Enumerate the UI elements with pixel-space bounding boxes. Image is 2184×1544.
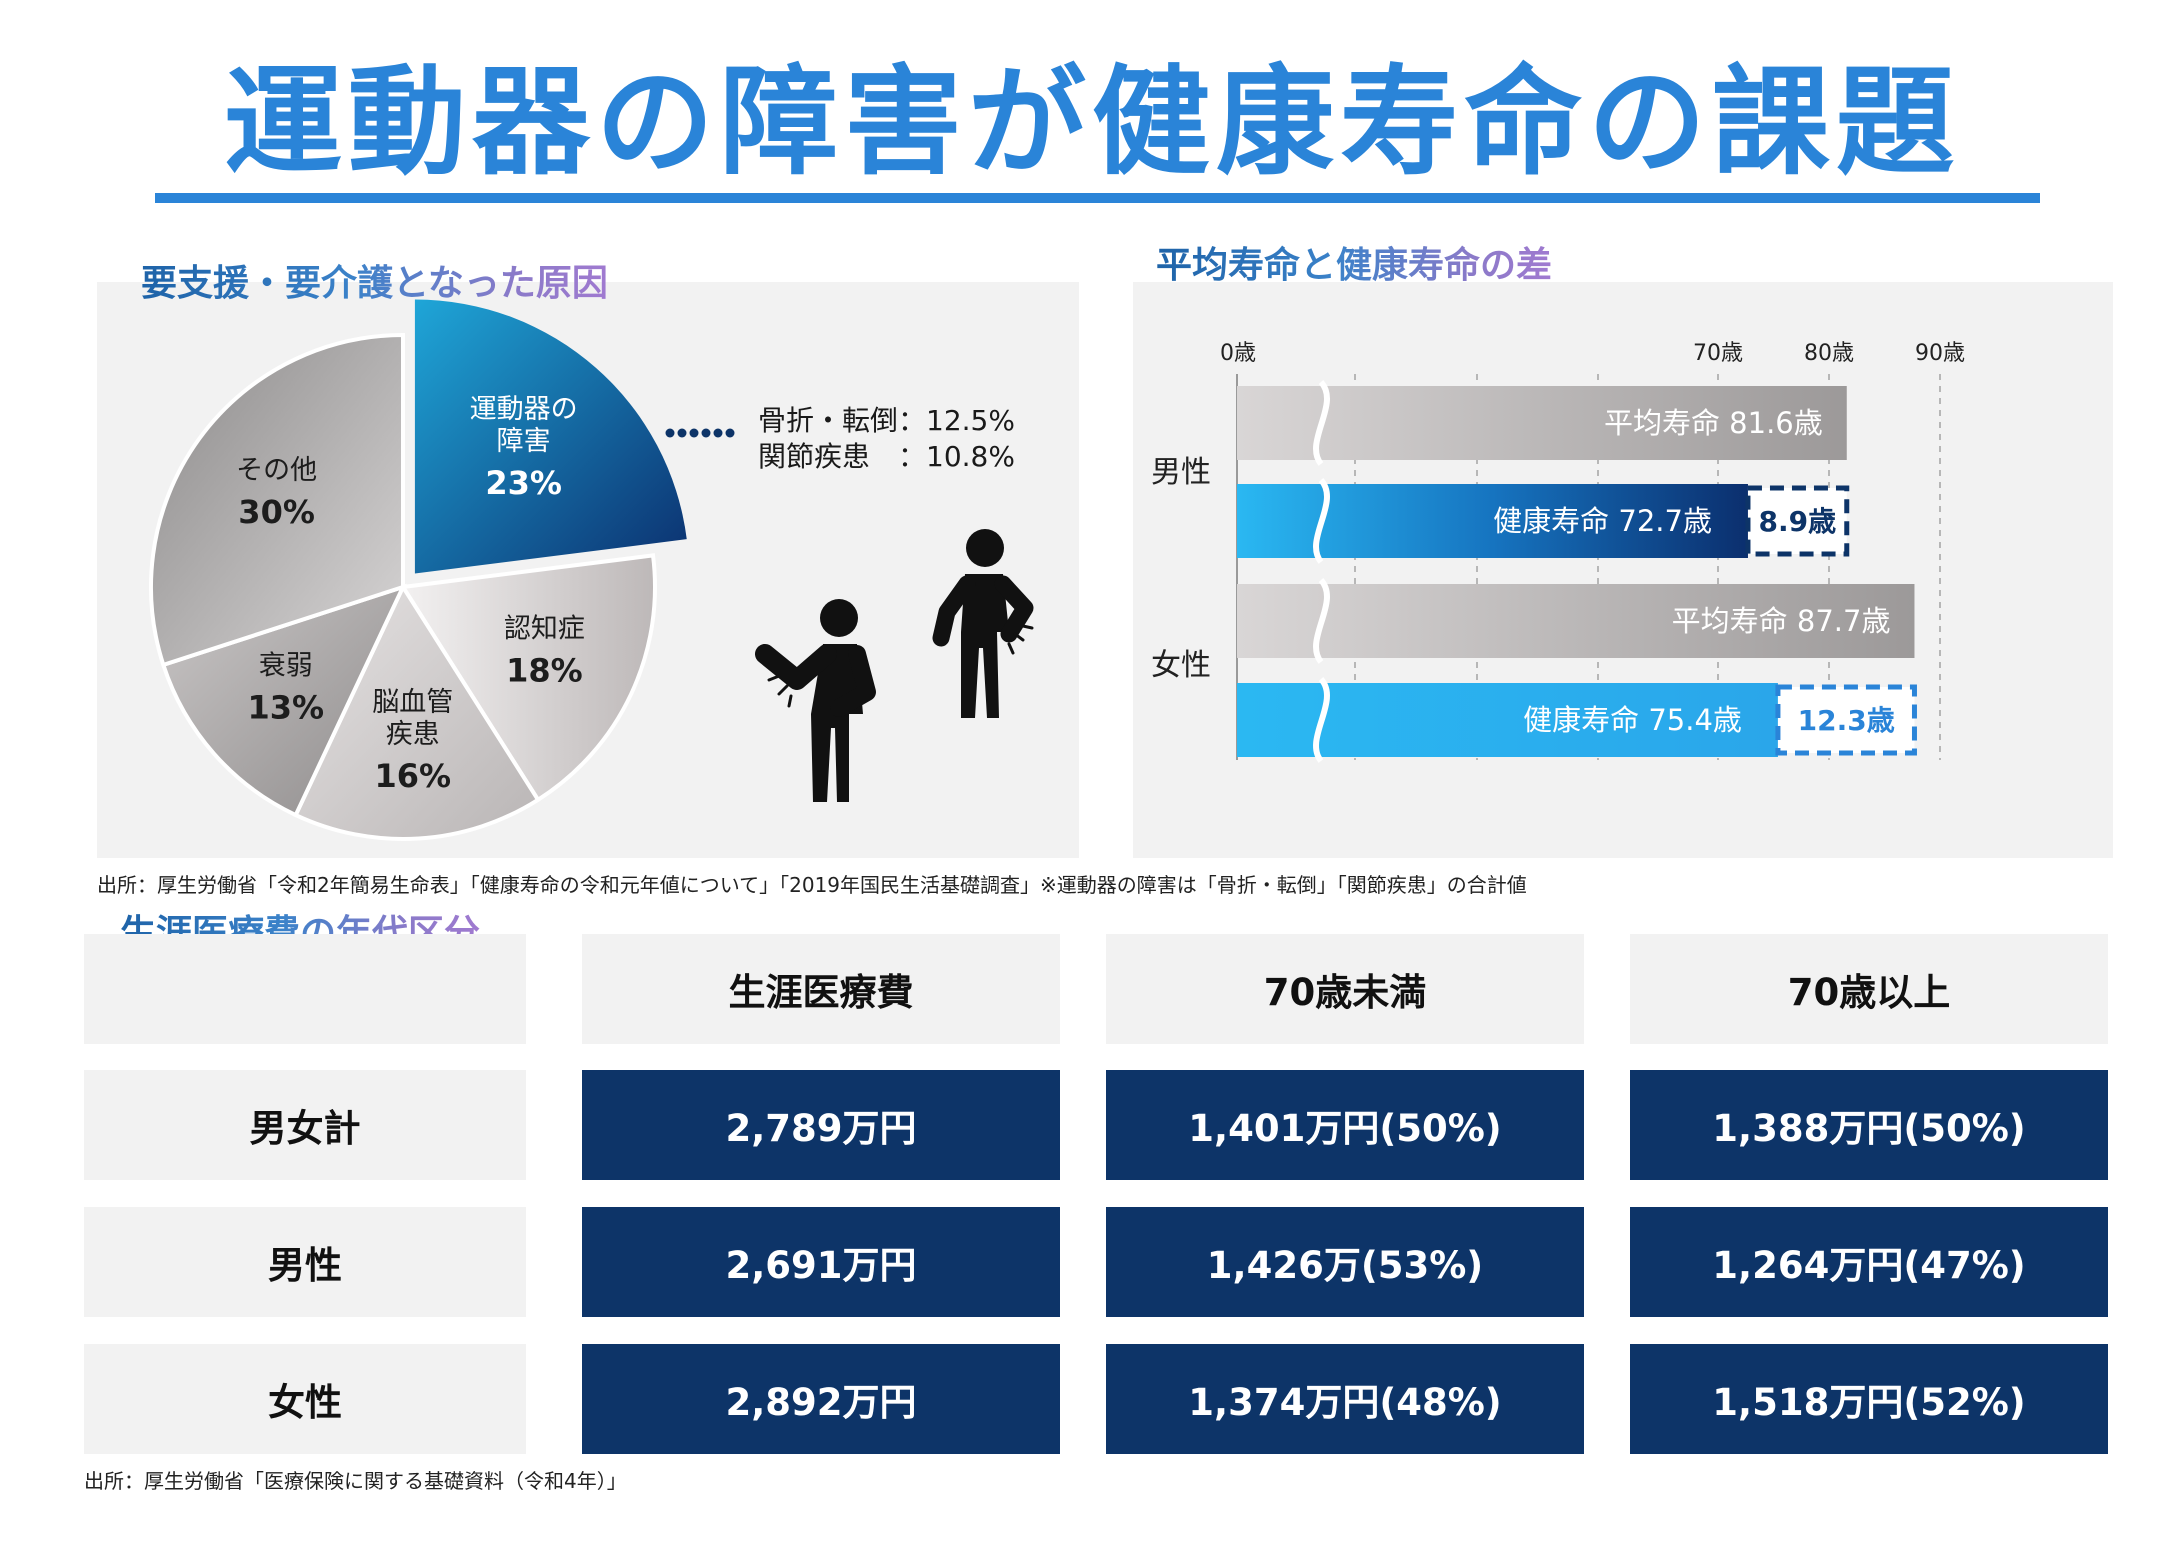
axis-break-mark [1313, 477, 1330, 564]
table-cell: 1,264万円(47%) [1630, 1207, 2108, 1317]
person-back-pain-icon [932, 529, 1034, 718]
table-cell: 1,401万円(50%) [1106, 1070, 1584, 1180]
pie-slice-name: 衰弱 [259, 650, 313, 681]
table-cell: 2,789万円 [582, 1070, 1060, 1180]
pie-slice [149, 332, 405, 668]
group-label: 男性 [1151, 455, 1211, 490]
table-cell: 1,426万(53%) [1106, 1207, 1584, 1317]
pie-slice-name: 運動器の [470, 394, 578, 425]
table-cell: 1,518万円(52%) [1630, 1344, 2108, 1454]
bar-section-title: 平均寿命と健康寿命の差 [1156, 245, 1553, 286]
source-note-1: 出所：厚生労働省「令和2年簡易生命表」「健康寿命の令和元年値について」「2019… [97, 873, 1527, 897]
pie-slice [293, 582, 541, 841]
pie-slice-value: 18% [506, 652, 583, 690]
gap-box [1745, 485, 1850, 557]
table-cell: 2,691万円 [582, 1207, 1060, 1317]
header-lifetime-cost: 生涯医療費 [582, 934, 1060, 1044]
pie-slice-value: 23% [485, 464, 562, 502]
tick-label: 0歳 [1220, 341, 1256, 366]
source-note-2: 出所：厚生労働省「医療保険に関する基礎資料（令和4年）」 [84, 1469, 627, 1493]
bar-label: 健康寿命 72.7歳 [1493, 504, 1712, 538]
tick-label: 90歳 [1915, 341, 1965, 366]
tick-label: 80歳 [1804, 341, 1854, 366]
title-underline [155, 193, 2040, 203]
pie-slice-name: 疾患 [386, 719, 440, 750]
pie-slice [414, 299, 687, 574]
gap-box [1775, 684, 1917, 756]
pie-slice-value: 30% [238, 493, 315, 531]
row-label-total: 男女計 [84, 1070, 526, 1180]
bar-label: 平均寿命 87.7歳 [1672, 604, 1891, 638]
bar [1237, 386, 1847, 460]
header-under-70: 70歳未満 [1106, 934, 1584, 1044]
bar [1237, 584, 1915, 658]
table-cell: 2,892万円 [582, 1344, 1060, 1454]
bar-panel [1133, 282, 2113, 858]
bar-label: 健康寿命 75.4歳 [1523, 703, 1742, 737]
pie-slice-name: 脳血管 [372, 687, 453, 718]
pie-slice-value: 16% [375, 757, 452, 795]
callout-line-joint: 関節疾患 ：10.8% [758, 440, 1015, 473]
group-label: 女性 [1151, 648, 1211, 683]
pie-slice-value: 13% [248, 688, 325, 726]
tick-label: 70歳 [1693, 341, 1743, 366]
pie-slice-name: 障害 [497, 426, 551, 457]
dotted-leader-icon [665, 428, 735, 438]
pie-callout: 骨折・転倒：12.5% 関節疾患 ：10.8% [758, 403, 1015, 475]
axis-break-mark [1313, 676, 1330, 763]
pie-slice [399, 553, 657, 803]
table-corner [84, 934, 526, 1044]
header-70-plus: 70歳以上 [1630, 934, 2108, 1044]
person-elbow-pain-icon [755, 599, 876, 802]
pie-slice-name: その他 [236, 455, 317, 486]
pie-section-title: 要支援・要介護となった原因 [141, 263, 608, 304]
pie-slice [160, 583, 407, 818]
axis-break-mark [1313, 379, 1330, 466]
gap-label: 8.9歳 [1759, 505, 1837, 538]
bar-label: 平均寿命 81.6歳 [1604, 406, 1823, 440]
callout-line-fracture: 骨折・転倒：12.5% [758, 404, 1015, 437]
gap-label: 12.3歳 [1798, 704, 1895, 737]
table-cell: 1,374万円(48%) [1106, 1344, 1584, 1454]
pie-slice-name: 認知症 [504, 614, 585, 645]
axis-break-mark [1313, 577, 1330, 664]
row-label-female: 女性 [84, 1344, 526, 1454]
row-label-male: 男性 [84, 1207, 526, 1317]
table-cell: 1,388万円(50%) [1630, 1070, 2108, 1180]
page-title: 運動器の障害が健康寿命の課題 [223, 53, 1960, 191]
